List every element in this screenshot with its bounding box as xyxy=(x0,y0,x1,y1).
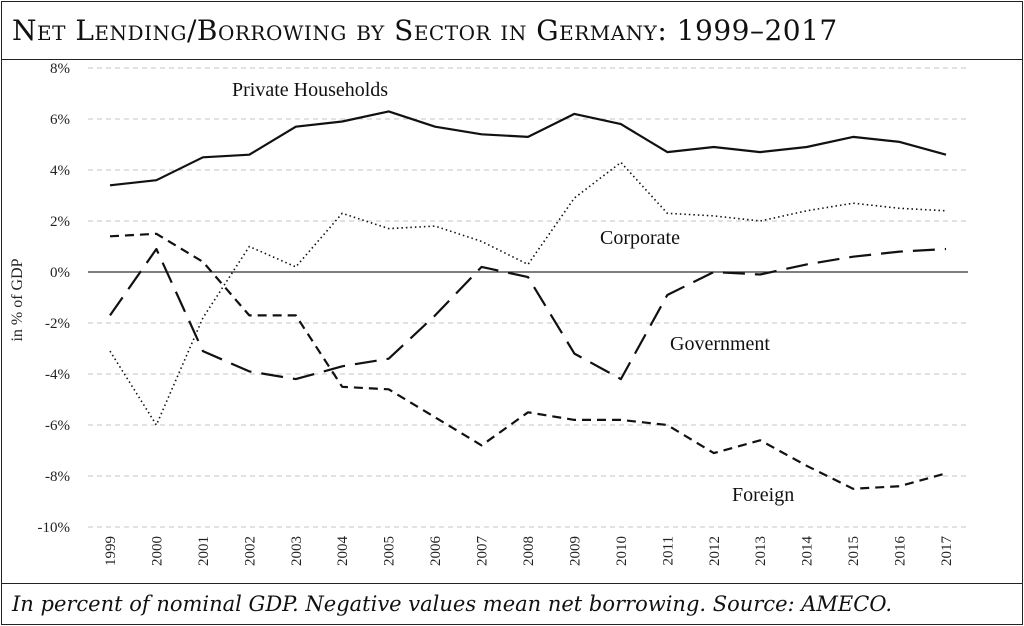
x-tick-label: 2008 xyxy=(521,536,537,566)
y-tick-label: 2% xyxy=(50,214,70,230)
x-tick-label: 2013 xyxy=(753,536,769,566)
y-axis-ticks: -10% -8% -6% -4% -2% 0% 2% 4% 6% 8% xyxy=(38,61,71,536)
chart-title: Net Lending/Borrowing by Sector in Germa… xyxy=(12,14,838,47)
y-tick-label: -2% xyxy=(45,316,70,332)
x-tick-label: 2014 xyxy=(800,536,816,567)
x-axis-ticks: 1999 2000 2001 2002 2003 2004 2005 2006 2007 2008… xyxy=(103,536,955,567)
x-tick-label: 2001 xyxy=(196,536,212,566)
x-tick-label: 2000 xyxy=(149,536,165,566)
label-foreign: Foreign xyxy=(732,484,794,506)
x-tick-label: 2009 xyxy=(567,536,583,566)
y-tick-label: -6% xyxy=(45,418,70,434)
title-divider xyxy=(2,59,1022,60)
footer-divider xyxy=(2,583,1022,584)
x-tick-label: 2005 xyxy=(382,536,398,566)
x-tick-label: 2011 xyxy=(660,536,676,565)
y-tick-label: -4% xyxy=(45,367,70,383)
series-line-government xyxy=(109,247,947,381)
y-axis-label: in % of GDP xyxy=(9,258,26,341)
series-line-corporate xyxy=(109,161,947,426)
y-tick-label: -8% xyxy=(45,469,70,485)
x-tick-label: 2010 xyxy=(614,536,630,566)
x-tick-label: 2003 xyxy=(289,536,305,566)
y-tick-label: 0% xyxy=(50,265,70,281)
label-private-households: Private Households xyxy=(232,79,388,101)
series-lines xyxy=(109,110,947,490)
x-tick-label: 2004 xyxy=(335,536,351,567)
x-tick-label: 2015 xyxy=(846,536,862,566)
x-tick-label: 2006 xyxy=(428,536,444,567)
gridlines xyxy=(88,67,968,528)
label-corporate: Corporate xyxy=(600,227,680,249)
y-tick-label: 4% xyxy=(50,163,70,179)
x-tick-label: 2002 xyxy=(242,536,258,566)
chart-footer-note: In percent of nominal GDP. Negative valu… xyxy=(12,592,892,616)
y-tick-label: -10% xyxy=(38,520,71,536)
x-tick-label: 2017 xyxy=(939,536,955,567)
y-tick-label: 6% xyxy=(50,112,70,128)
x-tick-label: 1999 xyxy=(103,536,119,566)
y-tick-label: 8% xyxy=(50,61,70,77)
label-government: Government xyxy=(670,333,770,355)
x-tick-label: 2007 xyxy=(475,536,491,567)
series-line-private-households xyxy=(109,110,947,187)
series-line-foreign xyxy=(109,232,947,490)
x-tick-label: 2012 xyxy=(707,536,723,566)
x-tick-label: 2016 xyxy=(893,536,909,567)
